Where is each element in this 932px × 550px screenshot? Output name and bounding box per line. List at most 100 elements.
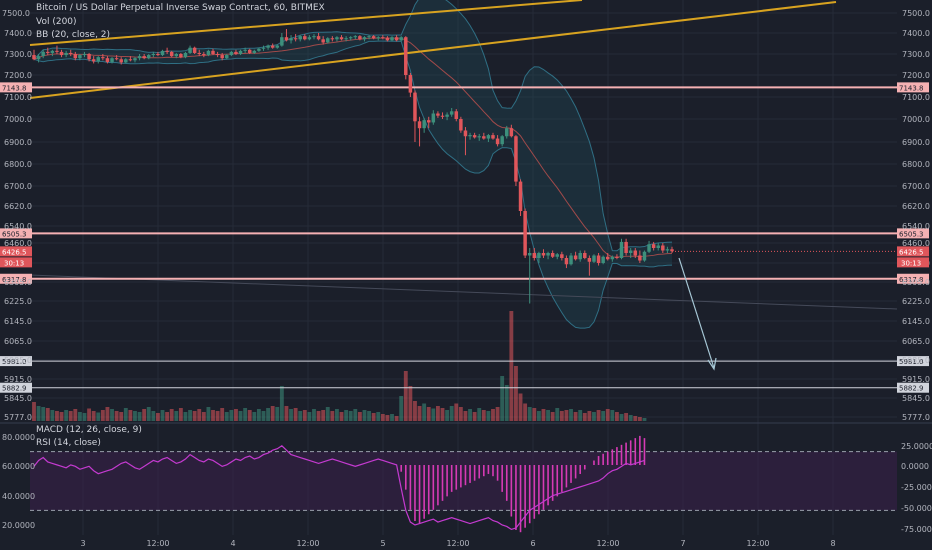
candle-body-11 bbox=[82, 54, 87, 56]
volume-bar-124 bbox=[601, 411, 606, 421]
candle-body-51 bbox=[266, 45, 270, 48]
macd-bar-109 bbox=[533, 465, 536, 519]
candle-body-117 bbox=[569, 255, 573, 265]
rsi-axis-label-2: 40.0000 bbox=[2, 492, 35, 501]
volume-bar-53 bbox=[275, 407, 280, 421]
candle-body-55 bbox=[284, 37, 289, 41]
volume-bar-117 bbox=[569, 409, 573, 421]
candle-body-27 bbox=[156, 54, 160, 56]
macd-bar-106 bbox=[519, 465, 522, 533]
volume-bar-127 bbox=[614, 412, 619, 421]
candle-body-133 bbox=[642, 251, 647, 261]
macd-axis-label-1: 0.0000 bbox=[901, 462, 929, 471]
candle-body-95 bbox=[468, 135, 472, 137]
macd-bar-81 bbox=[404, 465, 407, 490]
macd-bar-89 bbox=[441, 465, 444, 501]
forecast-arrow-line bbox=[678, 257, 715, 369]
candle-body-53 bbox=[275, 45, 280, 48]
candle-body-123 bbox=[596, 255, 601, 263]
candle-body-122 bbox=[592, 255, 596, 262]
price-axis-left-5: 7000.0 bbox=[4, 115, 32, 124]
level-tag-4-1 bbox=[897, 382, 929, 393]
volume-bar-58 bbox=[298, 411, 303, 421]
volume-bar-118 bbox=[573, 412, 578, 421]
last-price-label-0: 6426.5 bbox=[2, 248, 27, 256]
volume-bar-20 bbox=[123, 408, 128, 421]
trendline-lower bbox=[29, 1, 837, 99]
volume-bar-111 bbox=[541, 409, 546, 421]
volume-bar-99 bbox=[486, 411, 491, 421]
candle-body-124 bbox=[601, 256, 605, 263]
volume-bar-109 bbox=[532, 408, 537, 421]
volume-bar-131 bbox=[633, 416, 638, 421]
volume-bar-30 bbox=[169, 409, 174, 421]
volume-bar-56 bbox=[289, 409, 293, 421]
candle-body-62 bbox=[316, 36, 321, 40]
level-label-0-1: 7143.8 bbox=[899, 84, 924, 92]
price-axis-left-13: 6305.0 bbox=[4, 278, 32, 287]
candle-body-60 bbox=[307, 37, 312, 40]
macd-bar-116 bbox=[565, 465, 568, 488]
price-axis-left-3: 7200.0 bbox=[4, 71, 32, 80]
candle-body-69 bbox=[348, 37, 353, 39]
level-label-0-0: 7143.8 bbox=[2, 84, 27, 92]
level-tag-4-0 bbox=[0, 382, 32, 393]
price-axis-left-1: 7400.0 bbox=[4, 29, 32, 38]
candle-body-119 bbox=[578, 253, 582, 260]
price-axis-label-7: 6800.0 bbox=[902, 160, 930, 169]
time-axis-label-7: 12:00 bbox=[596, 539, 619, 548]
macd-axis-label-4: -75.0000 bbox=[901, 525, 932, 534]
rsi-axis-label-3: 20.0000 bbox=[2, 521, 35, 530]
price-axis-label-18: 5915.0 bbox=[902, 375, 930, 384]
macd-bar-111 bbox=[542, 465, 545, 510]
price-axis-label-14: 6225.0 bbox=[902, 297, 930, 306]
last-price-tag-0 bbox=[0, 246, 32, 257]
volume-bar-77 bbox=[385, 415, 390, 421]
volume-bar-102 bbox=[500, 376, 505, 421]
candle-body-17 bbox=[110, 58, 114, 62]
volume-bar-47 bbox=[247, 410, 252, 421]
volume-bar-50 bbox=[261, 411, 266, 421]
candle-body-138 bbox=[665, 249, 670, 251]
level-label-4-0: 5882.9 bbox=[2, 385, 27, 393]
candle-body-100 bbox=[491, 135, 495, 139]
volume-bar-121 bbox=[587, 411, 592, 421]
candle-body-118 bbox=[573, 255, 578, 260]
macd-bar-92 bbox=[455, 465, 458, 490]
volume-bar-62 bbox=[316, 411, 321, 421]
candle-body-112 bbox=[546, 253, 550, 256]
candle-body-8 bbox=[68, 52, 73, 54]
price-axis-label-6: 6900.0 bbox=[902, 138, 930, 147]
volume-bar-68 bbox=[344, 410, 349, 421]
time-axis-label-10: 8 bbox=[830, 539, 835, 548]
candle-body-86 bbox=[426, 120, 431, 123]
level-tag-3-0 bbox=[0, 356, 32, 367]
volume-bar-18 bbox=[114, 411, 119, 421]
candle-body-132 bbox=[638, 255, 642, 261]
candle-body-4 bbox=[50, 50, 55, 53]
macd-bar-100 bbox=[492, 465, 494, 477]
macd-bar-103 bbox=[505, 465, 508, 501]
level-label-2-1: 6317.8 bbox=[899, 276, 924, 284]
candle-body-80 bbox=[399, 37, 403, 41]
time-axis-label-4: 5 bbox=[380, 539, 385, 548]
volume-bar-2 bbox=[41, 407, 46, 421]
volume-bar-129 bbox=[624, 413, 629, 421]
volume-bar-63 bbox=[321, 410, 326, 421]
time-axis-label-8: 7 bbox=[680, 539, 685, 548]
level-label-1-0: 6505.3 bbox=[2, 230, 27, 238]
volume-bar-31 bbox=[174, 411, 179, 421]
macd-bar-97 bbox=[478, 465, 481, 479]
candle-body-88 bbox=[436, 113, 440, 116]
candle-body-105 bbox=[514, 136, 518, 182]
candle-body-126 bbox=[610, 256, 615, 260]
candle-body-40 bbox=[215, 54, 220, 56]
volume-bar-55 bbox=[284, 406, 289, 421]
candle-body-44 bbox=[234, 51, 238, 54]
level-tag-2-1 bbox=[897, 273, 929, 284]
volume-bar-85 bbox=[422, 403, 427, 421]
candle-body-43 bbox=[229, 51, 234, 56]
volume-bar-115 bbox=[559, 411, 564, 421]
candle-body-48 bbox=[252, 50, 257, 53]
